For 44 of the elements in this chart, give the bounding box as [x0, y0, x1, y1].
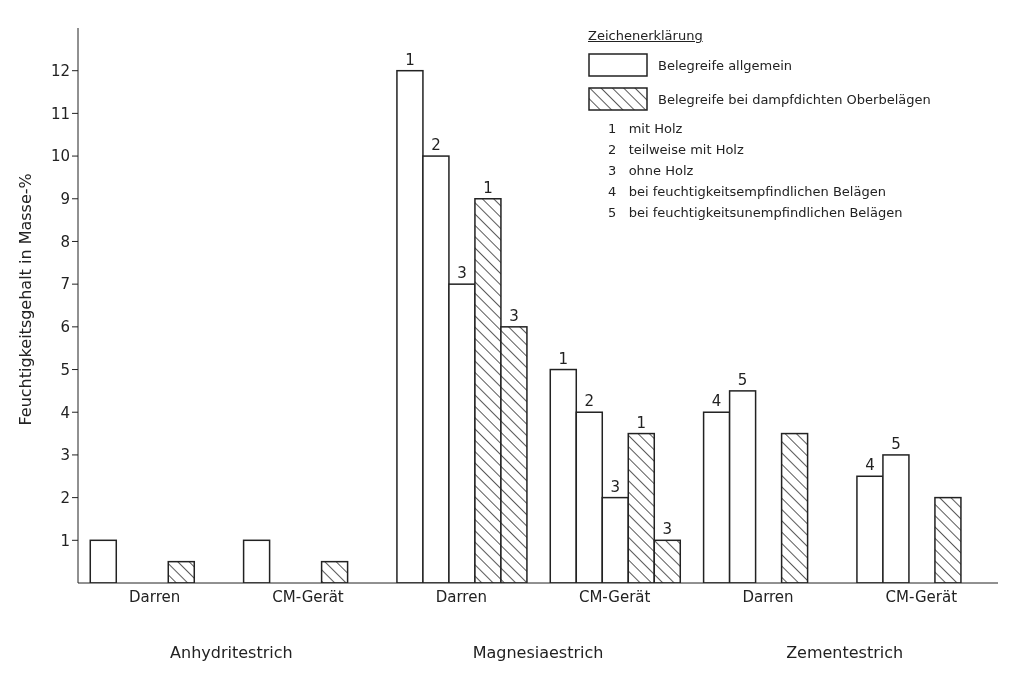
y-tick-label: 8 — [60, 232, 70, 251]
annotation: 3 ohne Holz — [608, 163, 695, 178]
annotation: 5 — [737, 370, 748, 389]
legend-label: Belegreife allgemein — [658, 57, 793, 73]
y-axis-title: Feuchtigkeitsgehalt in Masse-% — [15, 173, 35, 426]
text: Magnesiaestrich — [471, 643, 605, 662]
x-tick-label: Darren — [129, 587, 181, 606]
annotation: 3 — [509, 306, 519, 325]
y-tick-label: 3 — [60, 446, 70, 465]
text: Anhydritestrich — [169, 643, 294, 662]
annotation: 2 — [431, 136, 441, 155]
annotation: 4 — [865, 456, 875, 475]
y-tick-label: 10 — [50, 147, 70, 166]
annotation: 1 — [483, 178, 493, 197]
y-tick-label: 12 — [50, 62, 70, 81]
annotation: 1 mit Holz — [608, 121, 684, 136]
annotation: 4 — [711, 392, 722, 411]
text: Zementestrich — [785, 643, 905, 662]
annotation: 2 teilweise mit Holz — [608, 142, 745, 157]
y-tick-label: 11 — [50, 104, 70, 123]
x-tick-label: Darren — [742, 587, 794, 606]
x-tick-label: Darren — [435, 587, 487, 606]
x-tick-label: CM-Gerät — [578, 587, 651, 606]
y-tick-label: 5 — [60, 360, 70, 379]
y-tick-label: 6 — [60, 318, 70, 337]
x-tick-label: CM-Gerät — [272, 587, 344, 606]
y-tick-label: 1 — [60, 531, 70, 550]
annotation: 1 — [558, 349, 569, 368]
annotation: 4 bei feuchtigkeitsempfindlichen Belägen — [608, 184, 887, 199]
legend-label: Belegreife bei dampfdichten Oberbelägen — [658, 91, 931, 107]
annotation: 1 — [636, 413, 647, 432]
y-tick-label: 9 — [60, 190, 70, 209]
annotation: 5 — [891, 434, 901, 453]
annotation: 3 — [662, 520, 673, 539]
annotation: 5 bei feuchtigkeitsunempfindlichen Belägen — [608, 205, 904, 220]
annotation: 3 — [610, 477, 621, 496]
annotation: 2 — [584, 392, 595, 411]
y-tick-label: 7 — [60, 275, 70, 294]
y-tick-label: 4 — [60, 403, 70, 422]
y-tick-label: 2 — [60, 488, 70, 507]
annotation: 3 — [457, 264, 467, 283]
x-tick-label: CM-Gerät — [885, 587, 958, 606]
legend-title: Zeichenerklärung — [588, 28, 704, 43]
annotation: 1 — [405, 50, 415, 69]
